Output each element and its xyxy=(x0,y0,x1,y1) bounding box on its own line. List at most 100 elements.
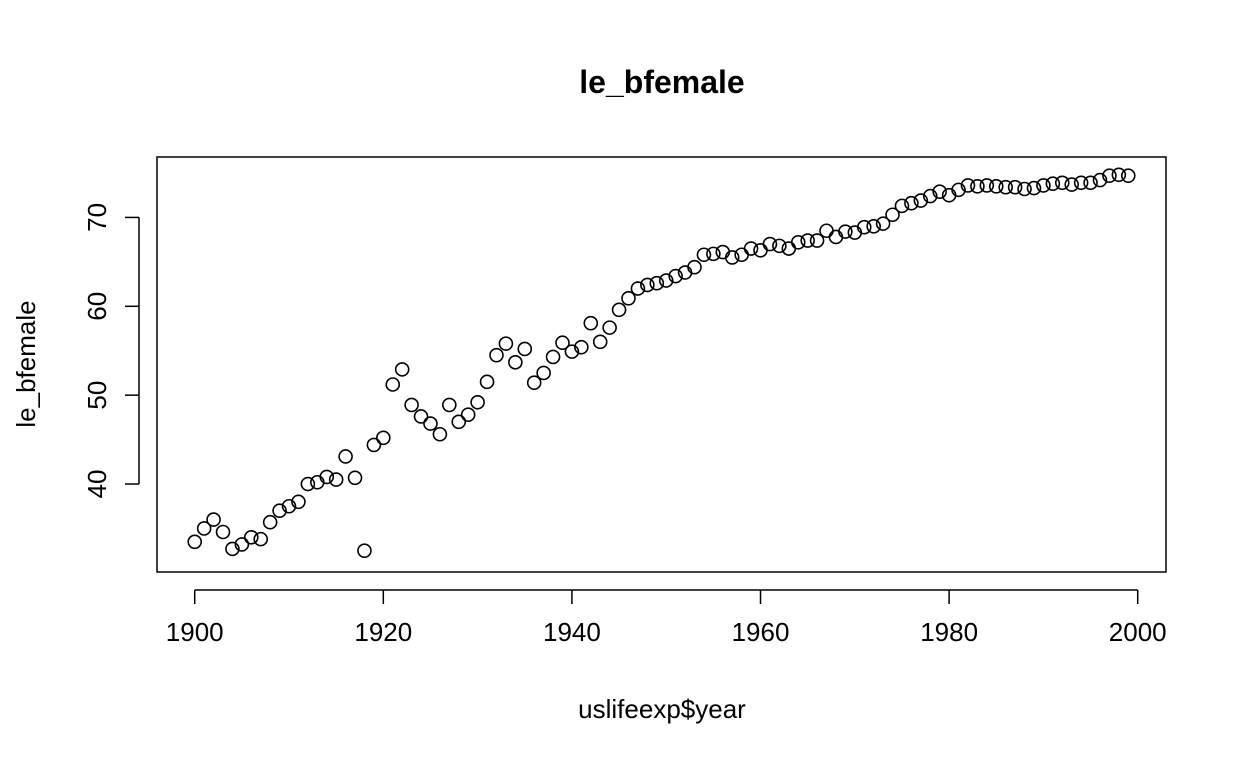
x-tick-label: 1920 xyxy=(354,617,412,647)
data-point xyxy=(630,281,646,296)
y-tick-label: 50 xyxy=(82,381,112,410)
data-point xyxy=(621,290,636,306)
data-point xyxy=(328,472,344,487)
data-point xyxy=(668,268,683,284)
data-point xyxy=(602,320,617,335)
y-axis: 40 50 60 70 xyxy=(82,203,140,499)
data-point xyxy=(1102,168,1117,183)
data-point xyxy=(696,247,712,263)
data-point xyxy=(1064,177,1080,192)
data-point xyxy=(611,302,627,318)
data-point xyxy=(555,335,570,351)
data-point xyxy=(394,362,410,377)
data-point xyxy=(460,407,476,423)
data-point xyxy=(423,416,438,431)
data-point xyxy=(1045,176,1061,191)
data-point xyxy=(885,207,900,223)
data-point xyxy=(1007,179,1023,195)
data-point xyxy=(772,238,787,254)
data-point xyxy=(357,543,372,558)
data-point xyxy=(649,275,665,291)
data-point xyxy=(800,233,815,248)
data-point xyxy=(545,349,561,365)
data-point xyxy=(951,182,966,198)
data-point xyxy=(508,354,523,370)
data-point xyxy=(262,514,278,530)
data-point xyxy=(536,365,551,381)
data-point xyxy=(1054,175,1070,191)
y-tick-label: 40 xyxy=(82,470,112,499)
data-point xyxy=(243,530,259,545)
data-point xyxy=(470,394,485,410)
data-point xyxy=(1083,175,1098,191)
data-point xyxy=(1036,178,1051,193)
data-point xyxy=(894,198,910,214)
data-point xyxy=(640,277,655,293)
data-point xyxy=(215,524,231,540)
data-point xyxy=(583,315,599,331)
data-point xyxy=(1111,167,1127,183)
data-point xyxy=(574,339,589,355)
data-point xyxy=(1120,168,1136,183)
data-point xyxy=(988,179,1004,194)
chart-title: le_bfemale xyxy=(579,64,744,100)
x-tick-label: 1980 xyxy=(920,617,978,647)
data-point xyxy=(206,512,221,527)
plot-box xyxy=(156,156,1167,573)
data-point xyxy=(790,235,806,250)
data-point xyxy=(272,503,287,518)
data-point xyxy=(1092,172,1108,188)
data-point xyxy=(687,259,702,275)
data-point xyxy=(856,219,872,235)
data-point xyxy=(338,449,353,464)
data-point xyxy=(291,494,306,510)
data-point xyxy=(187,534,203,550)
data-point xyxy=(432,426,448,442)
data-point xyxy=(376,430,391,446)
data-point xyxy=(413,409,429,424)
x-tick-label: 2000 xyxy=(1109,617,1167,647)
x-tick-label: 1900 xyxy=(166,617,224,647)
data-point xyxy=(498,336,514,351)
data-point xyxy=(913,193,929,208)
data-point xyxy=(300,476,316,492)
x-axis: 1900 1920 1940 1960 1980 2000 xyxy=(166,589,1167,647)
data-point xyxy=(838,224,853,239)
data-point xyxy=(932,184,947,199)
x-tick-label: 1960 xyxy=(732,617,790,647)
data-point xyxy=(489,347,504,363)
y-tick-label: 60 xyxy=(82,292,112,321)
data-point xyxy=(970,179,985,194)
data-point xyxy=(922,188,938,204)
x-axis-label: uslifeexp$year xyxy=(578,694,746,724)
data-point xyxy=(253,531,269,547)
data-point xyxy=(960,178,976,193)
data-point xyxy=(347,470,363,486)
data-point xyxy=(875,216,891,231)
data-point xyxy=(743,241,759,256)
data-point xyxy=(366,437,382,453)
data-point xyxy=(517,341,533,357)
data-point xyxy=(592,334,608,350)
data-point xyxy=(526,375,542,391)
y-axis-label: le_bfemale xyxy=(11,300,41,427)
data-point xyxy=(724,250,740,265)
data-point xyxy=(658,273,674,288)
data-point xyxy=(706,246,721,262)
data-point xyxy=(385,377,401,392)
data-point xyxy=(1017,181,1032,197)
x-tick-label: 1940 xyxy=(543,617,601,647)
data-point xyxy=(225,541,240,557)
data-point xyxy=(1026,180,1042,196)
data-point xyxy=(479,374,495,390)
data-point xyxy=(196,521,212,536)
data-point xyxy=(979,178,995,193)
data-point xyxy=(234,537,250,552)
data-point xyxy=(404,397,419,413)
data-point xyxy=(904,195,919,211)
data-point xyxy=(1073,175,1089,191)
data-point xyxy=(281,498,297,514)
data-point xyxy=(762,236,778,252)
